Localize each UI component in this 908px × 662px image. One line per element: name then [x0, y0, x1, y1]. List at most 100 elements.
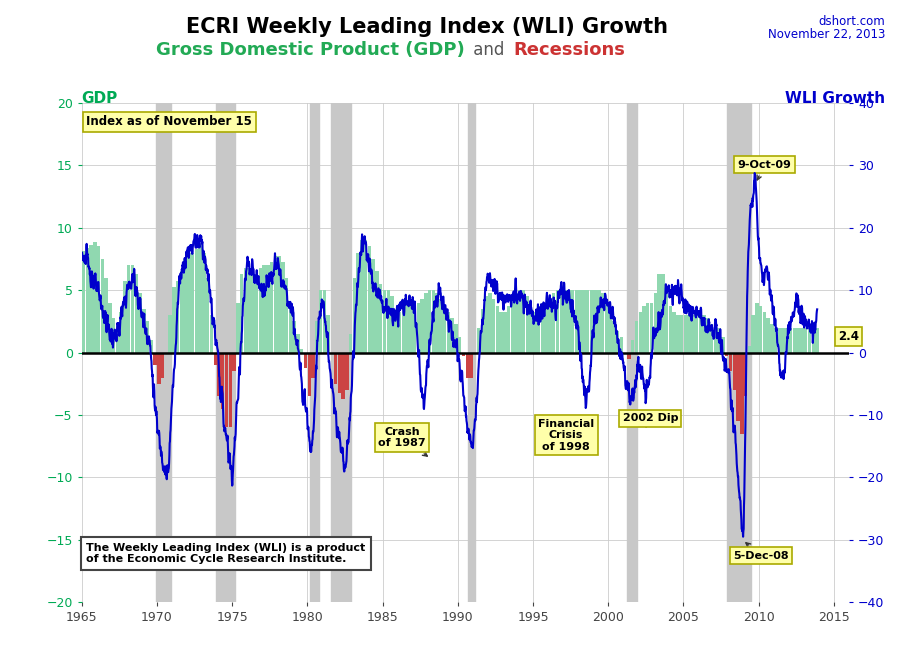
- Bar: [556, 290, 559, 352]
- Text: GDP: GDP: [82, 91, 118, 107]
- Bar: [206, 277, 210, 352]
- Bar: [654, 293, 657, 352]
- Bar: [394, 308, 398, 352]
- Bar: [586, 290, 589, 352]
- Bar: [229, 352, 232, 428]
- Bar: [812, 328, 815, 352]
- Bar: [533, 312, 537, 352]
- Bar: [450, 318, 454, 352]
- Bar: [331, 103, 351, 602]
- Bar: [484, 297, 488, 352]
- Bar: [695, 315, 698, 352]
- Bar: [458, 337, 461, 352]
- Bar: [710, 324, 714, 352]
- Bar: [650, 303, 653, 352]
- Bar: [213, 352, 217, 365]
- Bar: [146, 321, 149, 352]
- Bar: [804, 328, 807, 352]
- Bar: [368, 246, 371, 352]
- Bar: [236, 303, 240, 352]
- Bar: [311, 352, 315, 377]
- Bar: [815, 328, 819, 352]
- Bar: [183, 259, 187, 352]
- Bar: [270, 262, 273, 352]
- Bar: [800, 328, 804, 352]
- Bar: [424, 293, 428, 352]
- Bar: [364, 240, 368, 352]
- Text: 9-Oct-09: 9-Oct-09: [737, 160, 792, 180]
- Bar: [131, 265, 134, 352]
- Text: Recessions: Recessions: [513, 41, 625, 59]
- Text: 2002 Dip: 2002 Dip: [623, 413, 678, 427]
- Bar: [202, 252, 206, 352]
- Bar: [255, 275, 259, 352]
- Bar: [428, 290, 431, 352]
- Bar: [672, 312, 676, 352]
- Bar: [89, 245, 93, 352]
- Bar: [571, 290, 574, 352]
- Bar: [518, 290, 521, 352]
- Bar: [796, 328, 800, 352]
- Bar: [763, 312, 766, 352]
- Bar: [308, 352, 311, 397]
- Bar: [240, 275, 243, 352]
- Text: 2.4: 2.4: [838, 330, 860, 343]
- Bar: [510, 299, 514, 352]
- Bar: [635, 321, 638, 352]
- Text: 5-Dec-08: 5-Dec-08: [733, 543, 789, 561]
- Bar: [698, 315, 702, 352]
- Bar: [304, 352, 307, 368]
- Bar: [721, 337, 725, 352]
- Bar: [541, 303, 544, 352]
- Bar: [292, 321, 296, 352]
- Bar: [552, 293, 556, 352]
- Bar: [808, 328, 811, 352]
- Bar: [619, 337, 623, 352]
- Bar: [281, 262, 285, 352]
- Bar: [744, 352, 747, 397]
- Bar: [157, 352, 161, 384]
- Text: dshort.com: dshort.com: [818, 15, 885, 28]
- Bar: [777, 328, 781, 352]
- Bar: [341, 352, 345, 399]
- Bar: [631, 340, 635, 352]
- Bar: [489, 293, 491, 352]
- Bar: [232, 352, 236, 371]
- Bar: [529, 308, 533, 352]
- Bar: [548, 299, 552, 352]
- Bar: [706, 318, 710, 352]
- Bar: [187, 252, 191, 352]
- Bar: [94, 242, 96, 352]
- Bar: [387, 290, 390, 352]
- Bar: [785, 328, 789, 352]
- Bar: [612, 321, 616, 352]
- Bar: [638, 312, 642, 352]
- Text: Index as of November 15: Index as of November 15: [86, 115, 252, 128]
- Bar: [417, 303, 420, 352]
- Bar: [315, 321, 319, 352]
- Bar: [120, 312, 123, 352]
- Bar: [759, 306, 763, 352]
- Bar: [443, 306, 447, 352]
- Bar: [789, 328, 793, 352]
- Bar: [601, 293, 605, 352]
- Bar: [319, 290, 322, 352]
- Bar: [469, 352, 473, 377]
- Bar: [627, 103, 637, 602]
- Bar: [568, 290, 570, 352]
- Bar: [134, 275, 138, 352]
- Bar: [104, 277, 108, 352]
- Bar: [357, 252, 360, 352]
- Bar: [150, 340, 153, 352]
- Bar: [736, 352, 740, 421]
- Bar: [439, 299, 442, 352]
- Bar: [225, 352, 228, 428]
- Bar: [194, 250, 198, 352]
- Bar: [725, 352, 728, 355]
- Bar: [405, 303, 409, 352]
- Bar: [492, 299, 495, 352]
- Bar: [142, 308, 145, 352]
- Bar: [243, 268, 247, 352]
- Text: WLI Growth: WLI Growth: [785, 91, 885, 107]
- Bar: [97, 246, 101, 352]
